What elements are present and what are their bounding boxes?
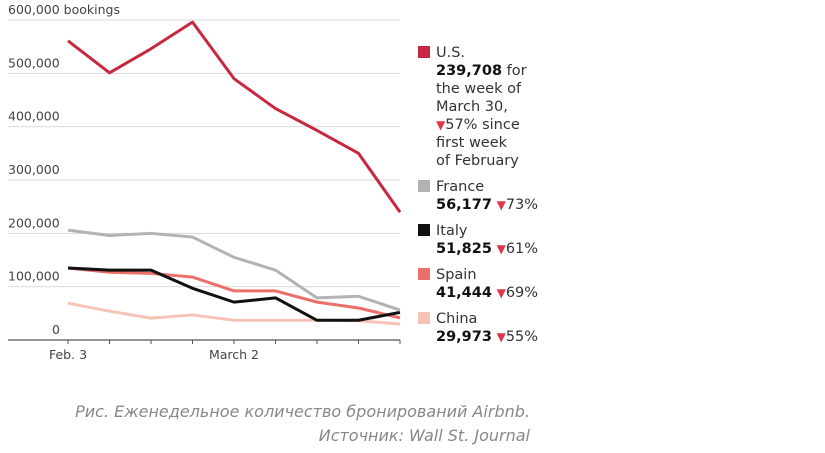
- series-line-italy: [67, 266, 401, 322]
- legend-item-us: U.S. 239,708 for the week of March 30, ▼…: [418, 44, 558, 170]
- down-triangle-icon: ▼: [496, 286, 506, 300]
- y-tick-label: 200,000: [8, 215, 60, 230]
- y-tick-label: 100,000: [8, 269, 60, 284]
- us-swatch: [418, 46, 430, 58]
- legend-spain-change: 69%: [505, 285, 539, 301]
- down-triangle-icon: ▼: [436, 118, 446, 132]
- series-line-spain: [67, 266, 401, 320]
- legend-item-china: China 29,973 ▼55%: [418, 310, 558, 346]
- legend-item-italy: Italy 51,825 ▼61%: [418, 222, 558, 258]
- legend-spain-name: Spain: [436, 267, 477, 283]
- legend-us-change: 57% since: [445, 117, 520, 133]
- legend-us-value: 239,708: [436, 63, 503, 79]
- legend-us-text: March 30,: [436, 99, 508, 115]
- legend-china-change: 55%: [505, 329, 539, 345]
- caption-line-1: Рис. Еженедельное количество бронировани…: [75, 402, 530, 421]
- series-line-us: [67, 20, 402, 214]
- series-line-france: [67, 228, 401, 312]
- china-swatch: [418, 312, 430, 324]
- legend-france-value: 56,177: [436, 197, 492, 213]
- spain-swatch: [418, 268, 430, 280]
- legend-italy-name: Italy: [436, 223, 468, 239]
- down-triangle-icon: ▼: [496, 198, 506, 212]
- legend-italy-value: 51,825: [436, 241, 492, 257]
- x-tick-label: March 2: [209, 347, 259, 362]
- y-tick-label: 0: [52, 322, 60, 337]
- legend-france-change: 73%: [505, 197, 539, 213]
- legend-us-text: of February: [436, 153, 519, 169]
- legend-italy-change: 61%: [505, 241, 539, 257]
- legend-china-value: 29,973: [436, 329, 492, 345]
- legend-item-spain: Spain 41,444 ▼69%: [418, 266, 558, 302]
- caption-line-2: Источник: Wall St. Journal: [318, 426, 530, 445]
- italy-swatch: [418, 224, 430, 236]
- legend-us-text: first week: [436, 135, 508, 151]
- down-triangle-icon: ▼: [496, 242, 506, 256]
- legend-spain-value: 41,444: [436, 285, 492, 301]
- down-triangle-icon: ▼: [496, 330, 506, 344]
- caption: Рис. Еженедельное количество бронировани…: [75, 400, 530, 448]
- legend-item-france: France 56,177 ▼73%: [418, 178, 558, 214]
- y-tick-label: 500,000: [8, 55, 60, 70]
- y-tick-label: 600,000 bookings: [8, 2, 120, 17]
- legend-us-name: U.S.: [436, 45, 466, 61]
- y-tick-label: 300,000: [8, 162, 60, 177]
- y-tick-label: 400,000: [8, 109, 60, 124]
- legend-china-name: China: [436, 311, 478, 327]
- legend-france-name: France: [436, 179, 485, 195]
- france-swatch: [418, 180, 430, 192]
- x-tick-label: Feb. 3: [49, 347, 87, 362]
- legend-us-text: the week of: [436, 81, 522, 97]
- legend-us-text: for: [506, 63, 527, 79]
- legend: U.S. 239,708 for the week of March 30, ▼…: [418, 44, 558, 354]
